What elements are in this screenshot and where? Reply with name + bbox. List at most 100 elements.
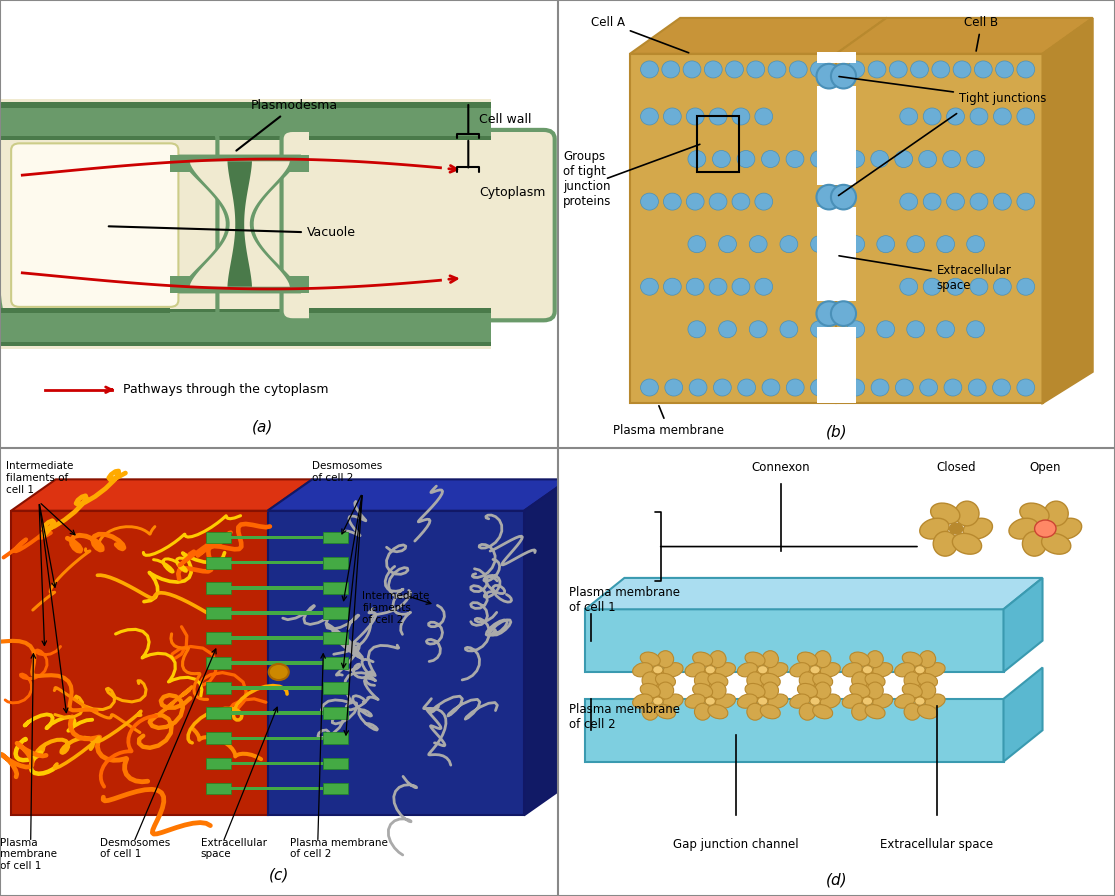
Ellipse shape — [1053, 518, 1082, 539]
Ellipse shape — [760, 673, 780, 687]
Ellipse shape — [762, 650, 778, 668]
Ellipse shape — [850, 684, 870, 698]
Ellipse shape — [869, 61, 886, 78]
Text: Plasma membrane
of cell 2: Plasma membrane of cell 2 — [290, 838, 388, 859]
Ellipse shape — [852, 703, 869, 720]
Text: Extracellular
space: Extracellular space — [838, 255, 1011, 292]
Text: Extracellular space: Extracellular space — [880, 838, 993, 851]
Ellipse shape — [944, 379, 962, 396]
Ellipse shape — [738, 379, 756, 396]
Ellipse shape — [799, 703, 816, 720]
Bar — [206, 783, 232, 795]
Ellipse shape — [923, 108, 941, 125]
Ellipse shape — [640, 684, 660, 698]
Ellipse shape — [762, 682, 778, 699]
Ellipse shape — [692, 684, 712, 698]
Bar — [232, 586, 323, 590]
Ellipse shape — [890, 61, 908, 78]
Ellipse shape — [811, 321, 828, 338]
Bar — [323, 633, 348, 643]
Bar — [0, 102, 491, 108]
Ellipse shape — [865, 704, 885, 719]
Circle shape — [809, 666, 821, 674]
Bar — [268, 511, 524, 815]
Ellipse shape — [714, 379, 731, 396]
Ellipse shape — [967, 321, 985, 338]
Text: Plasma
membrane
of cell 1: Plasma membrane of cell 1 — [0, 838, 57, 871]
Bar — [206, 582, 232, 593]
Ellipse shape — [920, 518, 949, 539]
Bar — [323, 556, 348, 568]
Ellipse shape — [1017, 194, 1035, 211]
Ellipse shape — [821, 694, 841, 708]
Bar — [323, 783, 348, 795]
Ellipse shape — [954, 501, 979, 526]
Circle shape — [862, 666, 873, 674]
Bar — [585, 699, 1004, 762]
Ellipse shape — [786, 379, 804, 396]
Ellipse shape — [993, 194, 1011, 211]
Text: Cell A: Cell A — [591, 16, 689, 53]
Ellipse shape — [1017, 278, 1035, 296]
Bar — [206, 758, 232, 769]
Text: Closed: Closed — [937, 461, 976, 475]
Ellipse shape — [1017, 108, 1035, 125]
Text: Extracellular
space: Extracellular space — [201, 838, 266, 859]
Bar — [323, 708, 348, 719]
Ellipse shape — [932, 61, 950, 78]
Bar — [585, 609, 1004, 672]
Ellipse shape — [816, 64, 842, 89]
Ellipse shape — [811, 61, 828, 78]
Ellipse shape — [747, 703, 764, 720]
Ellipse shape — [685, 663, 705, 676]
Ellipse shape — [749, 236, 767, 253]
Text: Cell B: Cell B — [964, 16, 999, 51]
Ellipse shape — [663, 108, 681, 125]
Ellipse shape — [904, 672, 921, 689]
Circle shape — [652, 697, 663, 705]
Ellipse shape — [925, 663, 946, 676]
Bar — [232, 611, 323, 615]
Bar — [323, 683, 348, 694]
Ellipse shape — [709, 278, 727, 296]
Ellipse shape — [687, 278, 705, 296]
Bar — [0, 311, 491, 342]
Ellipse shape — [640, 108, 658, 125]
Text: Plasma membrane
of cell 2: Plasma membrane of cell 2 — [569, 702, 680, 731]
Ellipse shape — [871, 151, 889, 168]
Polygon shape — [524, 479, 569, 815]
Ellipse shape — [708, 704, 728, 719]
Ellipse shape — [975, 61, 992, 78]
Text: Plasma membrane: Plasma membrane — [613, 406, 725, 436]
Ellipse shape — [902, 684, 922, 698]
Ellipse shape — [847, 61, 865, 78]
Ellipse shape — [911, 61, 929, 78]
Ellipse shape — [632, 694, 652, 708]
Bar — [232, 661, 323, 665]
Ellipse shape — [919, 151, 937, 168]
Ellipse shape — [873, 663, 893, 676]
Ellipse shape — [852, 672, 869, 689]
Ellipse shape — [865, 673, 885, 687]
Ellipse shape — [780, 236, 797, 253]
Ellipse shape — [813, 704, 833, 719]
Ellipse shape — [831, 64, 856, 89]
Bar — [0, 99, 491, 349]
Bar — [323, 582, 348, 593]
Ellipse shape — [656, 673, 676, 687]
Ellipse shape — [731, 194, 749, 211]
Circle shape — [809, 697, 821, 705]
Ellipse shape — [919, 682, 935, 699]
Ellipse shape — [993, 108, 1011, 125]
Ellipse shape — [876, 321, 894, 338]
Text: Intermediate
filaments of
cell 1: Intermediate filaments of cell 1 — [6, 461, 72, 495]
Text: (c): (c) — [269, 867, 289, 883]
Ellipse shape — [871, 379, 889, 396]
Bar — [206, 683, 232, 694]
Bar — [861, 670, 874, 701]
Ellipse shape — [1020, 503, 1049, 524]
Bar — [0, 136, 491, 140]
Ellipse shape — [687, 194, 705, 211]
Text: Plasmodesma: Plasmodesma — [236, 99, 338, 151]
Bar — [206, 556, 232, 568]
